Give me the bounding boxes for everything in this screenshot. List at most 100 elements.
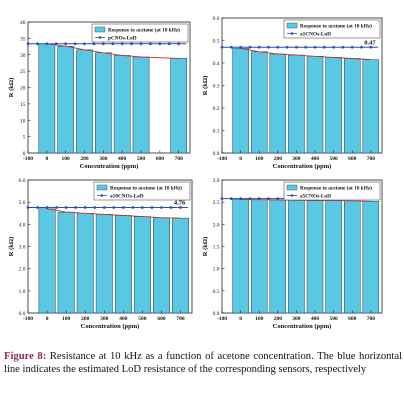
legend-lod-marker <box>290 32 294 35</box>
legend-entry: Response to acetone (at 10 kHz) <box>108 27 180 34</box>
x-axis-label: Concentration (ppm) <box>273 323 332 330</box>
y-tick-label: 3.0 <box>213 178 220 184</box>
y-tick-label: 40 <box>20 20 26 26</box>
x-tick-label: 300 <box>100 316 109 322</box>
lod-point <box>285 45 289 49</box>
lod-point <box>229 45 233 49</box>
lod-point <box>220 45 224 49</box>
lod-point <box>120 42 124 46</box>
y-tick-label: 2.5 <box>213 200 220 206</box>
lod-point <box>64 42 68 46</box>
lod-point <box>131 206 135 209</box>
x-tick-label: 300 <box>292 316 301 322</box>
caption-text: Resistance at 10 kHz as a function of ac… <box>4 351 402 376</box>
lod-point <box>267 45 270 49</box>
lod-value-label: 0.47 <box>364 39 376 46</box>
legend-lod-marker <box>98 36 102 39</box>
lod-point <box>276 45 280 49</box>
bar <box>76 213 94 314</box>
y-tick-label: 1.5 <box>213 245 220 251</box>
lod-point <box>220 197 224 201</box>
lod-point <box>112 206 116 209</box>
y-tick-label: 5.0 <box>19 200 26 206</box>
lod-point <box>276 197 280 201</box>
lod-point <box>150 206 154 209</box>
lod-point <box>332 45 336 49</box>
y-tick-label: 1.0 <box>213 267 220 273</box>
x-axis-label: Concentration (ppm) <box>80 163 139 170</box>
y-tick-label: 0.0 <box>213 151 220 157</box>
bar <box>288 54 305 154</box>
legend-entry: a1CNOs-LoD <box>300 32 331 38</box>
bar <box>250 51 268 154</box>
bar <box>113 55 131 154</box>
x-tick-label: 100 <box>255 156 264 162</box>
lod-point <box>73 42 77 46</box>
legend-lod-marker <box>100 194 104 197</box>
trend-line <box>240 199 371 202</box>
bar <box>57 45 75 154</box>
bar <box>133 216 151 314</box>
x-tick-label: 500 <box>137 156 146 162</box>
bar <box>269 199 287 314</box>
x-tick-label: 0 <box>239 316 242 322</box>
x-tick-label: 100 <box>255 316 264 322</box>
x-tick-label: 500 <box>330 156 339 162</box>
caption-label: Figure 8: <box>4 351 47 362</box>
x-tick-label: 400 <box>118 156 127 162</box>
y-tick-label: 0.2 <box>213 106 220 112</box>
y-tick-label: 0.0 <box>19 311 26 317</box>
x-tick-label: 200 <box>274 156 283 162</box>
bar <box>362 201 380 314</box>
lod-point <box>26 206 30 209</box>
lod-point <box>369 45 373 49</box>
lod-point <box>257 197 261 201</box>
bar <box>94 52 112 154</box>
y-tick-label: 5 <box>23 135 26 141</box>
x-tick-label: 200 <box>81 316 90 322</box>
x-axis-label: Concentration (ppm) <box>273 163 332 170</box>
x-tick-label: 100 <box>62 156 71 162</box>
legend-entry: Response to acetone (at 10 kHz) <box>300 185 372 192</box>
lod-point <box>341 45 345 49</box>
x-tick-label: 700 <box>176 316 185 322</box>
lod-point <box>167 42 171 46</box>
lod-point <box>248 197 252 201</box>
bar <box>250 199 268 314</box>
y-tick-label: 2.0 <box>19 267 26 273</box>
x-tick-label: 600 <box>156 156 165 162</box>
y-tick-label: 0.5 <box>213 289 220 295</box>
legend-box <box>283 19 381 39</box>
legend-entry: Response to acetone (at 10 kHz) <box>300 23 372 30</box>
y-axis-label: R (kΩ) <box>202 237 209 256</box>
bar <box>362 59 380 154</box>
y-axis-label: R (kΩ) <box>8 237 15 256</box>
y-tick-label: 3.0 <box>19 245 26 251</box>
bar <box>306 200 324 314</box>
bar <box>306 56 324 154</box>
x-tick-label: 400 <box>311 156 320 162</box>
x-tick-label: 300 <box>99 156 108 162</box>
lod-point <box>267 197 270 201</box>
bar <box>232 48 249 154</box>
chart-panel-3: 4.76 0.0 1.0 2.0 3.0 4.0 5.0 6.0 -100 0 100 200 300 4… <box>8 178 193 330</box>
lod-point <box>248 45 252 49</box>
y-tick-label: 0.1 <box>213 129 220 135</box>
y-tick-label: 0.4 <box>213 61 220 67</box>
y-tick-label: 0 <box>23 151 26 157</box>
x-tick-label: -100 <box>217 316 227 322</box>
lod-point <box>139 42 143 46</box>
lod-point <box>54 42 58 46</box>
bar <box>343 200 361 314</box>
legend-entry: pCNOs-LoD <box>108 36 137 42</box>
x-tick-label: 600 <box>348 156 357 162</box>
x-tick-label: 300 <box>292 156 301 162</box>
y-tick-label: 0.5 <box>213 39 220 45</box>
lod-point <box>111 42 115 46</box>
lod-point <box>350 45 354 49</box>
lod-point <box>74 206 78 209</box>
legend-bar-swatch <box>286 184 298 191</box>
lod-point <box>322 45 326 49</box>
y-axis-label: R (kΩ) <box>202 76 209 95</box>
lod-point <box>179 206 182 209</box>
